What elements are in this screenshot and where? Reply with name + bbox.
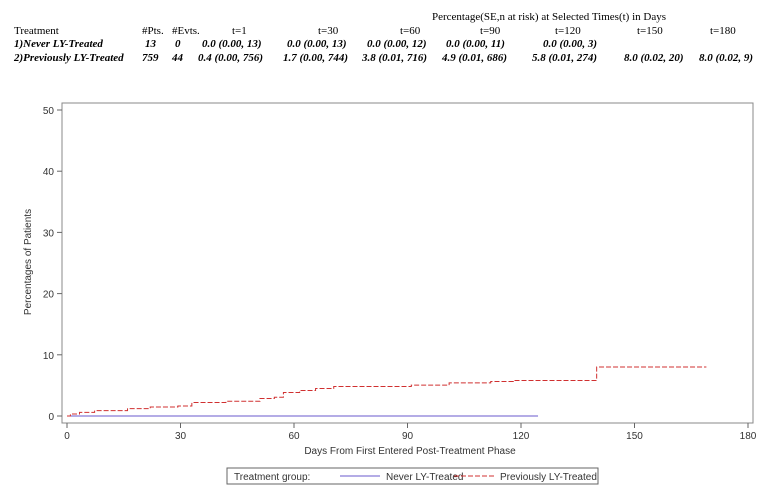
x-tick-label: 90 (402, 431, 414, 442)
row2-t30: 1.7 (0.00, 744) (283, 52, 349, 64)
series-previously-ly-treated (67, 366, 707, 417)
x-tick-label: 180 (740, 431, 757, 442)
row1-t30: 0.0 (0.00, 13) (287, 38, 347, 50)
y-tick-label: 50 (43, 106, 55, 117)
header-treatment: Treatment (14, 25, 59, 37)
row2-t120: 5.8 (0.01, 274) (532, 52, 598, 64)
row2-pts: 759 (142, 52, 159, 64)
row1-t1: 0.0 (0.00, 13) (202, 38, 262, 50)
row1-pts: 13 (145, 38, 156, 50)
legend-box (226, 467, 599, 485)
row2-t90: 4.9 (0.01, 686) (442, 52, 508, 64)
table-super-header: Percentage(SE,n at risk) at Selected Tim… (432, 11, 667, 23)
row2-t180: 8.0 (0.02, 9) (699, 52, 754, 64)
row1-t60: 0.0 (0.00, 12) (367, 38, 427, 50)
row2-treatment: 2)Previously LY-Treated (14, 52, 124, 64)
legend-label-previously: Previously LY-Treated (500, 472, 597, 483)
y-axis-label: Percentages of Patients (23, 209, 34, 315)
y-tick-label: 20 (43, 290, 55, 301)
y-tick-label: 10 (43, 351, 55, 362)
row1-t90: 0.0 (0.00, 11) (446, 38, 505, 50)
row2-evts: 44 (172, 52, 183, 64)
header-t120: t=120 (555, 25, 581, 37)
header-t150: t=150 (637, 25, 663, 37)
header-t180: t=180 (710, 25, 736, 37)
header-t60: t=60 (400, 25, 421, 37)
x-tick-label: 120 (513, 431, 530, 442)
row1-t120: 0.0 (0.00, 3) (543, 38, 598, 50)
header-t30: t=30 (318, 25, 339, 37)
y-tick-label: 0 (48, 412, 54, 423)
plot-frame (61, 102, 754, 424)
x-tick-label: 0 (64, 431, 70, 442)
x-axis-label: Days From First Entered Post-Treatment P… (304, 446, 516, 457)
x-tick-label: 30 (175, 431, 187, 442)
y-tick-label: 40 (43, 167, 55, 178)
row2-t1: 0.4 (0.00, 756) (198, 52, 264, 64)
header-evts: #Evts. (172, 25, 200, 37)
header-t1: t=1 (232, 25, 247, 37)
header-pts: #Pts. (142, 25, 164, 37)
header-t90: t=90 (480, 25, 501, 37)
x-tick-label: 150 (626, 431, 643, 442)
y-tick-label: 30 (43, 228, 55, 239)
row1-evts: 0 (175, 38, 181, 50)
legend-label-never: Never LY-Treated (386, 472, 463, 483)
row1-treatment: 1)Never LY-Treated (14, 38, 103, 50)
legend-title: Treatment group: (234, 472, 310, 483)
row2-t60: 3.8 (0.01, 716) (362, 52, 428, 64)
x-tick-label: 60 (288, 431, 300, 442)
row2-t150: 8.0 (0.02, 20) (624, 52, 684, 64)
